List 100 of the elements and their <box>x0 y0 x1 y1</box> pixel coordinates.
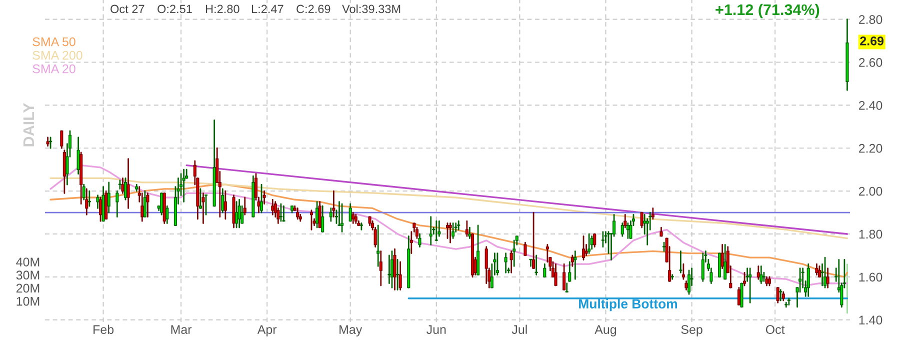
candlestick <box>784 302 788 308</box>
candlestick <box>476 224 480 276</box>
candlestick <box>562 263 566 290</box>
candlestick <box>620 222 624 237</box>
candlestick <box>760 265 763 284</box>
candlestick <box>740 282 744 308</box>
candlestick <box>468 226 472 239</box>
candlestick <box>198 188 202 209</box>
y-tick-label: 1.80 <box>859 230 882 239</box>
candlestick <box>348 203 352 222</box>
y2-tick-label: 40M <box>16 258 40 266</box>
x-tick-label: Feb <box>94 324 114 334</box>
candlestick <box>534 254 538 276</box>
candlestick <box>243 196 246 216</box>
candlestick <box>260 184 264 214</box>
candlestick <box>718 252 722 278</box>
candlestick <box>593 233 596 248</box>
y-tick-label: 2.80 <box>858 15 882 24</box>
candlestick <box>332 190 336 218</box>
candlestick <box>724 244 727 280</box>
candlestick <box>221 188 224 214</box>
candlestick <box>238 198 241 228</box>
candlestick <box>457 220 460 230</box>
annotation: O:2.51 <box>158 4 192 14</box>
x-tick-label: Oct <box>766 325 785 334</box>
x-tick-label: Jul <box>512 324 527 334</box>
candlestick <box>510 250 513 274</box>
candlestick <box>484 246 488 284</box>
candlestick <box>282 205 286 222</box>
candlestick <box>815 263 818 276</box>
candlestick <box>826 268 830 288</box>
candlestick <box>543 263 546 278</box>
text: SMA 200 <box>32 50 82 60</box>
y-tick-label: 2.60 <box>858 58 882 67</box>
candlestick <box>748 268 752 304</box>
candlestick <box>776 286 780 304</box>
candlestick <box>204 194 208 216</box>
text: 2.69 <box>860 36 884 46</box>
candlestick <box>393 248 396 290</box>
annotation: C:2.69 <box>296 4 330 14</box>
candlestick <box>651 208 654 220</box>
candlestick <box>720 244 724 270</box>
candlestick <box>279 203 282 222</box>
candlestick <box>271 198 274 216</box>
candlestick <box>448 222 452 244</box>
candlestick <box>224 190 227 220</box>
text: SMA 50 <box>32 37 76 46</box>
candlestick <box>582 235 586 260</box>
candlestick <box>452 222 455 239</box>
candlestick <box>823 256 827 288</box>
candlestick <box>679 250 682 274</box>
candlestick <box>529 258 532 267</box>
candlestick <box>496 252 499 276</box>
annotation: H:2.80 <box>206 4 240 14</box>
annotation: Oct 27 <box>110 4 144 14</box>
candlestick <box>512 240 516 267</box>
annotation: Vol:39.33M <box>342 4 400 14</box>
candlestick <box>624 214 627 228</box>
candlestick <box>554 263 558 286</box>
candlestick <box>687 270 691 295</box>
x-tick-label: Mar <box>171 325 192 334</box>
x-tick-label: Sep <box>681 325 702 336</box>
candlestick <box>818 265 821 278</box>
x-tick-label: Apr <box>257 325 277 336</box>
candlestick <box>340 203 344 233</box>
x-tick-label: May <box>340 325 362 336</box>
y2-tick-label: 20M <box>16 284 40 293</box>
candlestick <box>504 252 508 274</box>
candlestick <box>396 259 400 290</box>
y2-tick-label: 10M <box>16 296 40 306</box>
candlestick <box>565 282 568 293</box>
candlestick <box>806 263 810 297</box>
y-tick-label: 2.20 <box>858 144 882 153</box>
y-tick-label: 1.60 <box>859 272 882 282</box>
y2-tick-label: 30M <box>16 270 40 280</box>
candlestick <box>787 298 790 306</box>
candlestick <box>779 289 782 302</box>
candlestick <box>640 212 644 228</box>
candlestick <box>682 263 685 280</box>
annotation: Multiple Bottom <box>579 298 678 312</box>
candlestick <box>379 250 382 286</box>
candlestick <box>429 216 432 246</box>
candlestick <box>318 201 322 228</box>
candlestick <box>352 212 355 224</box>
candlestick <box>329 208 332 222</box>
candlestick <box>310 210 314 230</box>
candlestick <box>574 250 577 280</box>
candlestick <box>316 201 319 228</box>
candlestick <box>321 205 324 233</box>
candlestick <box>568 261 572 282</box>
candlestick <box>670 274 674 280</box>
candlestick <box>756 265 760 280</box>
annotation: L:2.47 <box>252 4 284 14</box>
y-tick-label: 1.40 <box>859 316 882 325</box>
candlestick <box>262 190 266 205</box>
candlestick <box>546 244 549 263</box>
candlestick <box>296 208 300 220</box>
y-tick-label: 2.00 <box>858 186 882 196</box>
candlestick <box>588 233 591 254</box>
candlestick <box>798 268 802 293</box>
